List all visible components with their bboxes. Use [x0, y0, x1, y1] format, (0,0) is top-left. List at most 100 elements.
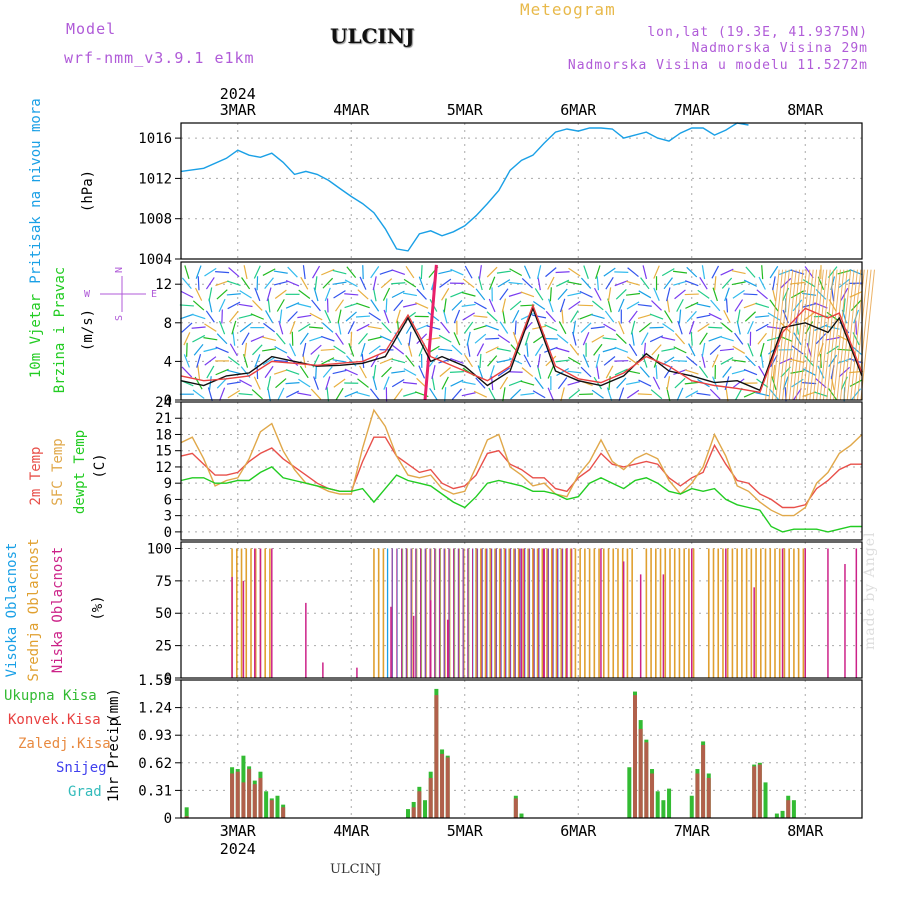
- wind-arrow: [195, 287, 203, 301]
- wind-arrow: [418, 365, 426, 379]
- wind-arrow: [192, 389, 205, 399]
- wind-arrow: [382, 287, 391, 301]
- wind-hatch: [795, 269, 811, 401]
- wind-arrow: [736, 309, 741, 324]
- wind-arrow: [595, 353, 601, 368]
- wind-arrow: [603, 323, 616, 332]
- wind-arrow: [605, 276, 614, 290]
- wind-arrow: [745, 266, 756, 278]
- wind-arrow: [418, 276, 425, 291]
- wind-arrow: [596, 365, 600, 380]
- wind-arrow: [181, 277, 192, 289]
- wind-arrow: [392, 345, 405, 355]
- wind-arrow: [547, 365, 555, 379]
- wind-arrow: [444, 387, 447, 402]
- wind-arrow: [569, 343, 580, 356]
- y-tick-label: 12: [155, 277, 172, 293]
- wind-arrow: [310, 344, 322, 355]
- wind-arrow: [593, 376, 603, 390]
- wind-arrow: [720, 336, 734, 342]
- wind-arrow: [642, 265, 648, 280]
- wind-arrow: [731, 281, 746, 286]
- wind-arrow: [232, 331, 236, 346]
- pressure-unit: (hPa): [80, 170, 96, 212]
- convective-precip-bar: [695, 773, 700, 818]
- wind-arrow: [393, 299, 404, 312]
- wind-arrow: [567, 380, 582, 386]
- wind-arrow: [405, 355, 415, 367]
- wind-arrow: [547, 276, 555, 290]
- wind-arrow: [479, 353, 482, 368]
- wind-arrow: [383, 376, 390, 390]
- y-tick-label: 6: [164, 492, 172, 508]
- wind-arrow: [521, 367, 534, 377]
- total-precip-bar: [627, 767, 632, 818]
- wind-arrow: [350, 331, 353, 346]
- wind-arrow: [537, 276, 541, 291]
- wind-arrow: [335, 387, 344, 401]
- wind-arrow: [637, 303, 652, 307]
- wind-arrow: [381, 322, 392, 334]
- wind-arrow: [285, 369, 300, 375]
- wind-arrow: [674, 289, 686, 300]
- wind-arrow: [216, 333, 228, 345]
- wind-title: 10m Vjetar: [28, 294, 44, 378]
- wind-arrow: [637, 314, 652, 320]
- wind-arrow: [631, 331, 635, 346]
- y-tick-label: 1.24: [138, 701, 172, 717]
- wind-arrow: [537, 353, 541, 368]
- wind-arrow: [426, 325, 441, 331]
- wind-arrow: [843, 298, 846, 313]
- wind-arrow: [403, 368, 417, 376]
- wind-arrow: [744, 311, 756, 322]
- wind-arrow: [497, 334, 511, 344]
- wind-arrow: [275, 332, 286, 345]
- wind-hatch: [853, 269, 869, 401]
- wind-arrow: [440, 321, 450, 334]
- cloud-unit: (%): [90, 595, 106, 620]
- wind-arrow: [757, 332, 767, 345]
- wind-arrow: [698, 365, 709, 379]
- wind-arrow: [473, 325, 488, 331]
- wind-arrow: [486, 266, 498, 278]
- wind-hatch: [826, 269, 841, 401]
- wind-arrow: [555, 271, 570, 274]
- wind-arrow: [488, 387, 496, 401]
- wind-arrow: [227, 389, 241, 399]
- wind-arrow: [449, 371, 464, 373]
- wind-arrow: [262, 356, 276, 366]
- wind-arrow: [560, 387, 565, 402]
- wind-arrow: [804, 355, 815, 367]
- wind-arrow: [262, 336, 276, 341]
- wind-arrow: [616, 377, 627, 389]
- convective-precip-bar: [701, 744, 706, 818]
- wind-arrow: [473, 315, 488, 318]
- wind-arrow: [768, 388, 779, 400]
- wind-arrow: [420, 265, 423, 280]
- wind-arrow: [556, 367, 569, 377]
- wind-arrow: [719, 348, 734, 352]
- wind-arrow: [684, 381, 699, 385]
- wind-arrow: [238, 314, 253, 319]
- wind-arrow: [192, 334, 206, 343]
- wind-arrow: [549, 287, 552, 302]
- wind-arrow: [228, 267, 240, 278]
- wind-arrow: [501, 298, 507, 313]
- wind-arrow: [402, 381, 417, 385]
- wind-arrow: [721, 322, 733, 333]
- wind-arrow: [216, 377, 228, 389]
- wind-arrow: [203, 337, 218, 341]
- wind-arrow: [262, 268, 276, 276]
- wind-arrow: [583, 265, 589, 279]
- wind-arrow: [196, 354, 202, 368]
- wind-arrow: [227, 356, 240, 366]
- convective-precip-bar: [757, 764, 762, 818]
- wind-arrow: [686, 310, 697, 323]
- wind-arrow: [734, 387, 743, 401]
- wind-hatch: [778, 269, 794, 401]
- wind-arrow: [241, 277, 251, 290]
- wind-arrow: [696, 392, 711, 396]
- total-precip-bar: [655, 791, 660, 818]
- wind-arrow: [602, 347, 617, 353]
- wind-arrow: [464, 321, 474, 334]
